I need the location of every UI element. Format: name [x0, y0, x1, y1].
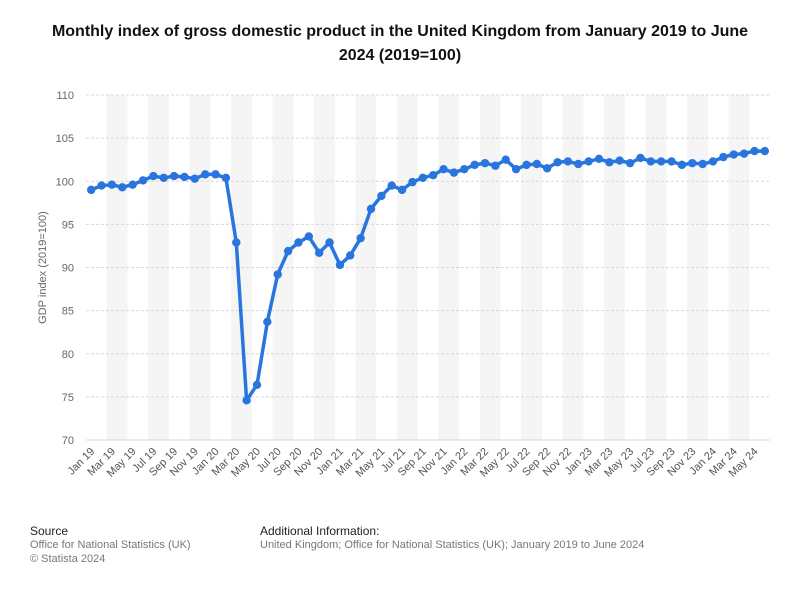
data-point	[615, 156, 624, 165]
additional-info-block: Additional Information: United Kingdom; …	[260, 524, 644, 552]
data-point	[314, 248, 324, 258]
data-point	[221, 173, 231, 182]
data-point	[605, 158, 614, 167]
data-point	[522, 160, 531, 170]
data-point	[346, 251, 355, 260]
data-point	[698, 159, 707, 169]
data-point	[428, 171, 438, 180]
data-point	[325, 238, 334, 247]
data-point	[584, 157, 593, 166]
data-point	[480, 158, 490, 168]
additional-info-heading: Additional Information:	[260, 524, 380, 538]
data-point	[377, 191, 386, 201]
additional-info-text: United Kingdom; Office for National Stat…	[260, 539, 645, 551]
y-axis-title: GDP index (2019=100)	[37, 211, 49, 324]
y-tick-label: 100	[56, 176, 74, 188]
copyright-text: © Statista 2024	[30, 553, 106, 565]
data-point	[97, 181, 106, 190]
y-tick-label: 90	[62, 263, 74, 275]
data-point	[397, 185, 407, 195]
column-band	[314, 95, 335, 440]
data-point	[646, 157, 656, 166]
data-point	[304, 232, 314, 241]
data-point	[159, 173, 168, 182]
data-point	[667, 157, 676, 166]
y-tick-label: 70	[62, 435, 74, 447]
data-point	[118, 183, 127, 192]
data-point	[387, 181, 396, 190]
data-point	[252, 380, 262, 389]
data-point	[470, 160, 479, 170]
data-point	[677, 160, 687, 170]
data-point	[511, 164, 521, 174]
data-point	[491, 161, 500, 170]
data-point	[366, 204, 376, 214]
y-tick-label: 110	[56, 90, 74, 102]
data-point	[750, 146, 759, 156]
data-point	[553, 158, 562, 167]
column-band	[604, 95, 625, 440]
data-point	[180, 172, 189, 182]
data-point	[688, 158, 697, 168]
data-point	[294, 238, 303, 247]
data-point	[729, 150, 738, 159]
data-point	[460, 164, 469, 174]
y-tick-label: 105	[56, 133, 74, 145]
data-point	[107, 180, 117, 189]
data-point	[636, 153, 645, 163]
data-point	[449, 168, 459, 177]
column-band	[479, 95, 501, 440]
data-point	[656, 157, 666, 166]
y-tick-label: 80	[62, 349, 74, 361]
data-point	[190, 174, 200, 183]
data-point	[418, 173, 428, 182]
data-point	[169, 171, 179, 181]
data-point	[138, 176, 148, 185]
source-block: Source Office for National Statistics (U…	[30, 524, 191, 566]
data-point	[211, 170, 220, 179]
data-point	[439, 164, 448, 174]
y-tick-label: 75	[62, 392, 74, 404]
data-point	[594, 154, 604, 164]
data-point	[232, 238, 241, 247]
data-point	[542, 164, 552, 173]
chart-title: Monthly index of gross domestic product …	[51, 23, 749, 64]
y-tick-label: 85	[62, 306, 74, 318]
source-text: Office for National Statistics (UK)	[30, 539, 191, 551]
data-point	[532, 159, 542, 169]
source-heading: Source	[30, 524, 69, 538]
data-point	[283, 246, 293, 256]
data-point	[242, 396, 251, 405]
data-point	[708, 157, 718, 166]
data-point	[86, 185, 96, 195]
y-tick-label: 95	[62, 219, 74, 231]
data-point	[200, 170, 210, 179]
data-point	[760, 146, 770, 156]
data-point	[273, 270, 282, 279]
data-point	[408, 177, 417, 187]
data-point	[501, 155, 510, 164]
data-point	[128, 180, 137, 189]
data-point	[739, 149, 749, 158]
data-point	[563, 157, 573, 166]
data-point	[149, 171, 158, 181]
data-point	[263, 317, 272, 327]
data-point	[356, 233, 365, 243]
data-point	[335, 260, 345, 270]
data-point	[719, 152, 728, 162]
data-point	[625, 158, 635, 168]
data-point	[574, 159, 583, 169]
